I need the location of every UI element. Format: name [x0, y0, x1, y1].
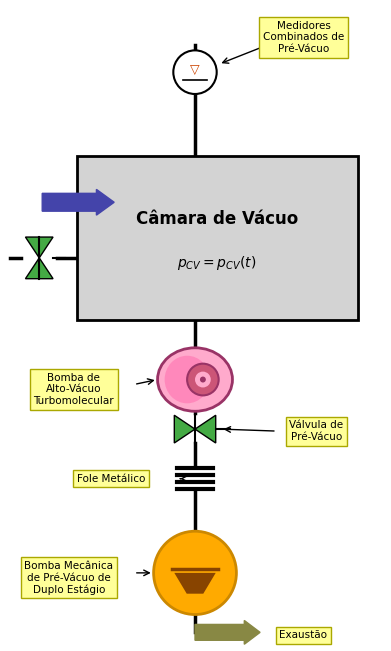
Text: Câmara de Vácuo: Câmara de Vácuo	[136, 210, 298, 228]
Polygon shape	[174, 415, 195, 443]
Text: $\bigtriangledown$: $\bigtriangledown$	[189, 63, 201, 77]
Circle shape	[173, 50, 217, 94]
FancyArrow shape	[42, 189, 114, 215]
Text: Exaustão: Exaustão	[280, 630, 327, 641]
Text: Bomba de
Alto-Vácuo
Turbomolecular: Bomba de Alto-Vácuo Turbomolecular	[34, 373, 114, 406]
Polygon shape	[195, 415, 216, 443]
Circle shape	[195, 372, 211, 387]
Circle shape	[200, 376, 206, 383]
Text: $\mathit{p}_{CV} = \mathit{p}_{CV}(t)$: $\mathit{p}_{CV} = \mathit{p}_{CV}(t)$	[178, 254, 257, 271]
Polygon shape	[25, 258, 53, 279]
Ellipse shape	[158, 348, 233, 411]
Text: Fole Metálico: Fole Metálico	[77, 474, 145, 484]
FancyArrow shape	[195, 620, 260, 644]
Polygon shape	[174, 573, 216, 594]
Circle shape	[187, 364, 219, 395]
Text: Bomba Mecânica
de Pré-Vácuo de
Duplo Estágio: Bomba Mecânica de Pré-Vácuo de Duplo Est…	[24, 561, 113, 595]
Text: Medidores
Combinados de
Pré-Vácuo: Medidores Combinados de Pré-Vácuo	[263, 21, 344, 54]
Ellipse shape	[165, 355, 210, 404]
Polygon shape	[25, 237, 53, 258]
Text: Válvula de
Pré-Vácuo: Válvula de Pré-Vácuo	[289, 421, 343, 442]
Bar	[77, 156, 358, 320]
Circle shape	[154, 531, 237, 615]
